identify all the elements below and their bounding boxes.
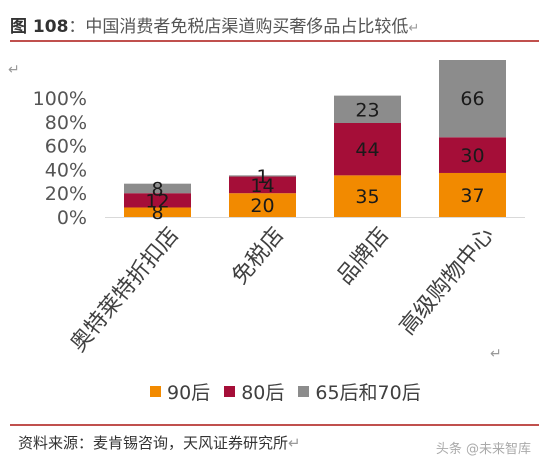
figure-title: 图 108：中国消费者免税店渠道购买奢侈品占比较低↵ [10, 12, 539, 37]
bar-segment [334, 95, 401, 123]
paragraph-mark-source: ↵ [288, 434, 301, 452]
data-label: 30 [460, 145, 484, 167]
data-label: 37 [460, 185, 484, 207]
bar-segment [124, 183, 191, 194]
data-label: 66 [460, 88, 484, 110]
data-label: 12 [145, 190, 169, 212]
x-tick-label-group: 免税店 [228, 223, 290, 290]
legend-swatch [150, 386, 161, 397]
legend-label: 90后 [167, 382, 211, 404]
bar-segment [439, 172, 506, 217]
bar-segment [334, 122, 401, 176]
y-tick-label: 80% [45, 112, 87, 134]
watermark: 头条 @未来智库 [435, 442, 531, 457]
data-label: 23 [355, 99, 379, 121]
figure-title-text: 中国消费者免税店渠道购买奢侈品占比较低 [85, 17, 409, 37]
y-tick-label: 100% [33, 88, 87, 110]
data-label: 8 [151, 202, 163, 224]
y-tick-label: 40% [45, 159, 87, 181]
bar-segment [229, 176, 296, 194]
source-note: 资料来源：麦肯锡咨询，天风证券研究所↵ [18, 432, 301, 453]
bar-segment [229, 175, 296, 177]
data-label: 8 [151, 178, 163, 200]
data-label: 20 [250, 195, 274, 217]
x-tick-label: 高级购物中心 [395, 223, 499, 340]
bar-segment [439, 137, 506, 173]
title-underline [10, 40, 539, 42]
y-tick-label: 20% [45, 183, 87, 205]
bar-segment [124, 207, 191, 217]
legend-item: 90后 [150, 378, 210, 405]
bar-segment [229, 193, 296, 217]
legend-swatch [224, 386, 236, 397]
x-tick-label-group: 品牌店 [333, 223, 395, 290]
paragraph-mark-title: ↵ [408, 21, 420, 36]
data-label: 44 [355, 139, 379, 161]
bar-segment [124, 193, 191, 208]
bar-segment [439, 60, 506, 138]
x-tick-label-group: 奥特莱特折扣店 [66, 223, 184, 357]
data-label: 1 [256, 166, 268, 188]
legend-item: 65后和70后 [298, 378, 421, 405]
chart-legend: 90后 80后 65后和70后 [150, 378, 435, 405]
figure-separator: ： [68, 17, 86, 37]
paragraph-mark-left: ↵ [8, 62, 20, 78]
x-tick-label: 免税店 [228, 223, 290, 290]
paragraph-mark-chart: ↵ [490, 346, 502, 362]
legend-label: 80后 [241, 382, 285, 404]
footer-divider [10, 424, 539, 426]
legend-label: 65后和70后 [315, 382, 421, 404]
y-tick-label: 60% [45, 136, 87, 158]
bar-segment [334, 175, 401, 217]
source-text: 资料来源：麦肯锡咨询，天风证券研究所 [18, 434, 289, 452]
x-tick-label-group: 高级购物中心 [395, 223, 499, 340]
legend-item: 80后 [224, 378, 284, 405]
figure-number: 图 108 [10, 17, 69, 37]
stacked-bar-chart: 0%20%40%60%80%100%8128奥特莱特折扣店20141免税店354… [33, 60, 525, 357]
y-tick-label: 0% [57, 207, 87, 229]
x-tick-label: 品牌店 [333, 223, 395, 290]
x-tick-label: 奥特莱特折扣店 [66, 223, 184, 357]
legend-swatch [298, 386, 310, 397]
data-label: 35 [355, 186, 379, 208]
data-label: 14 [250, 175, 274, 197]
figure-header: 图 108：中国消费者免税店渠道购买奢侈品占比较低↵ [10, 12, 539, 42]
